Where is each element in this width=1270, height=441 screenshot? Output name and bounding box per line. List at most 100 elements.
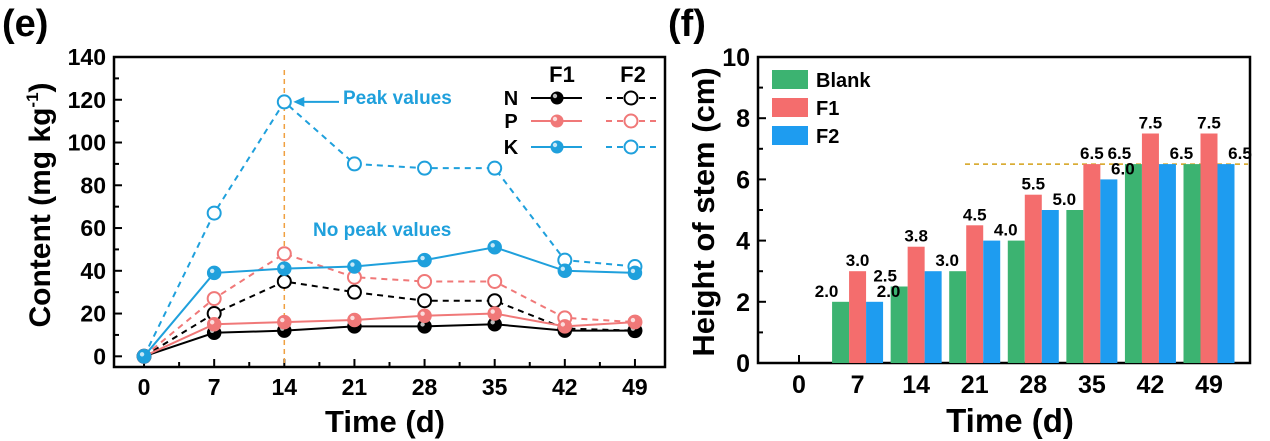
- bar-value-label-F2: 5.0: [1052, 190, 1076, 209]
- legend-marker-highlight: [552, 142, 558, 148]
- panel-f-x-tick-label: 7: [851, 371, 865, 399]
- data-point-highlight: [350, 315, 355, 321]
- legend-marker-highlight: [552, 116, 558, 122]
- bar-F2: [1158, 164, 1176, 363]
- legend-row-label: P: [504, 111, 517, 133]
- bar-F2: [1217, 164, 1235, 363]
- panel-f-x-tick-label: 35: [1078, 371, 1106, 399]
- bar-Blank: [832, 301, 850, 363]
- panel-e-x-tick-label: 49: [622, 374, 648, 400]
- legend-marker-F2-K: [623, 139, 639, 155]
- data-point-F1-K: [627, 265, 643, 281]
- panel-e-x-tick-label: 28: [412, 374, 438, 400]
- data-point-F1-P: [487, 306, 502, 321]
- panel-f-y-tick-label: 4: [736, 228, 750, 256]
- panel-f-x-tick-label: 0: [792, 371, 806, 399]
- data-point-F1-P: [277, 314, 292, 330]
- data-point-F1-K: [277, 261, 292, 276]
- bar-F1: [966, 225, 984, 363]
- panel-e-y-axis-label: Content (mg kg-1): [23, 82, 57, 327]
- panel-f-y-tick-label: 2: [736, 289, 750, 317]
- legend-marker-F1-K: [550, 140, 564, 154]
- legend-swatch-F1: [772, 98, 808, 117]
- data-point-highlight: [209, 320, 215, 325]
- data-point-F2-N: [487, 293, 503, 309]
- data-point-F1-K: [417, 252, 432, 268]
- series-line-F1-P: [143, 312, 636, 358]
- bar-F2: [924, 271, 942, 363]
- data-point-F2-K: [346, 156, 362, 172]
- data-point-F2-K: [417, 160, 433, 176]
- data-point-highlight: [420, 322, 425, 327]
- bar-value-label-F2: 6.0: [1111, 159, 1135, 178]
- bar-F2: [1041, 210, 1059, 363]
- legend-row-label: K: [504, 137, 519, 159]
- series-line-F1-K: [143, 246, 635, 357]
- bar-F1: [1083, 164, 1101, 363]
- data-point-highlight: [420, 311, 425, 316]
- data-point-F1-P: [206, 316, 222, 332]
- bar-value-label-F2: 6.5: [1228, 144, 1252, 163]
- bar-value-label-F2: 6.5: [1170, 144, 1194, 163]
- bar-value-label-F1: 3.8: [904, 227, 928, 246]
- bar-Blank: [1066, 210, 1084, 363]
- panel-e-y-tick-label: 80: [80, 172, 106, 198]
- legend-marker-highlight: [552, 93, 558, 99]
- panel-e-y-tick-label: 100: [68, 130, 106, 156]
- bar-value-label-Blank: 2.0: [815, 282, 839, 301]
- panel-e-x-tick-label: 7: [208, 374, 221, 400]
- bar-value-label-F1: 7.5: [1139, 114, 1163, 133]
- panel-e-x-tick-label: 0: [138, 374, 151, 400]
- data-point-F2-P: [487, 273, 503, 289]
- panel-e-x-axis-label: Time (d): [325, 404, 445, 439]
- data-point-F2-K: [487, 160, 503, 176]
- legend-marker-F1-N: [550, 91, 564, 105]
- bar-value-label-F1: 4.5: [963, 205, 987, 224]
- legend-label-F2: F2: [816, 126, 839, 148]
- bar-value-label-Blank: 2.5: [873, 267, 897, 286]
- panel-e-x-tick-label: 14: [272, 374, 298, 400]
- data-point-F2-N: [346, 284, 362, 300]
- panel-e-x-tick-label: 21: [342, 374, 368, 400]
- data-point-highlight: [280, 317, 285, 323]
- data-point-F2-K: [206, 205, 222, 221]
- data-point-highlight: [420, 255, 425, 261]
- series-line-F1-N: [143, 323, 635, 358]
- data-point-F2-N: [417, 293, 433, 309]
- bar-value-label-F1: 6.5: [1080, 144, 1104, 163]
- data-point-F1-P: [417, 308, 432, 323]
- peak-values-annotation: Peak values: [343, 88, 452, 109]
- bar-Blank: [1124, 164, 1142, 363]
- panel-e-y-tick-label: 40: [80, 258, 106, 284]
- panel-f-y-axis-label: Height of stem (cm): [686, 67, 721, 356]
- panel-f-x-tick-label: 42: [1137, 371, 1165, 399]
- data-point-highlight: [280, 264, 285, 269]
- bar-F1: [907, 246, 925, 363]
- bar-F1: [1024, 194, 1042, 363]
- bar-Blank: [1007, 240, 1025, 363]
- legend-label-Blank: Blank: [816, 70, 871, 92]
- panel-e-line-chart: (e) 0 20 40 60 80 100 120 140 0 7 14 21 28 35 42 49 Tim…: [2, 3, 667, 439]
- data-point-highlight: [490, 320, 495, 325]
- bar-value-label-F2: 2.0: [877, 282, 901, 301]
- data-point-F1-K: [487, 240, 502, 255]
- data-point-highlight: [490, 243, 495, 248]
- bar-value-label-Blank: 6.5: [1108, 144, 1132, 163]
- data-point-highlight: [560, 322, 566, 327]
- panel-e-x-tick-label: 42: [552, 374, 578, 400]
- legend-marker-F1-P: [550, 114, 564, 128]
- panel-e-y-axis-label-main: Content (mg kg: [24, 108, 57, 328]
- data-point-F1-P: [627, 314, 643, 330]
- legend-swatch-Blank: [772, 70, 808, 89]
- bar-value-label-F2: 3.0: [935, 251, 959, 270]
- panel-f-x-tick-label: 21: [961, 371, 989, 399]
- bar-value-label-F2: 4.0: [994, 221, 1018, 240]
- data-point-F2-K: [276, 94, 292, 110]
- panel-f-x-axis-label: Time (d): [946, 402, 1074, 439]
- peak-arrow-head: [293, 96, 305, 107]
- panel-f-x-tick-label: 14: [902, 371, 930, 399]
- data-point-F1-P: [347, 312, 362, 328]
- panel-e-y-tick-label: 120: [68, 87, 106, 113]
